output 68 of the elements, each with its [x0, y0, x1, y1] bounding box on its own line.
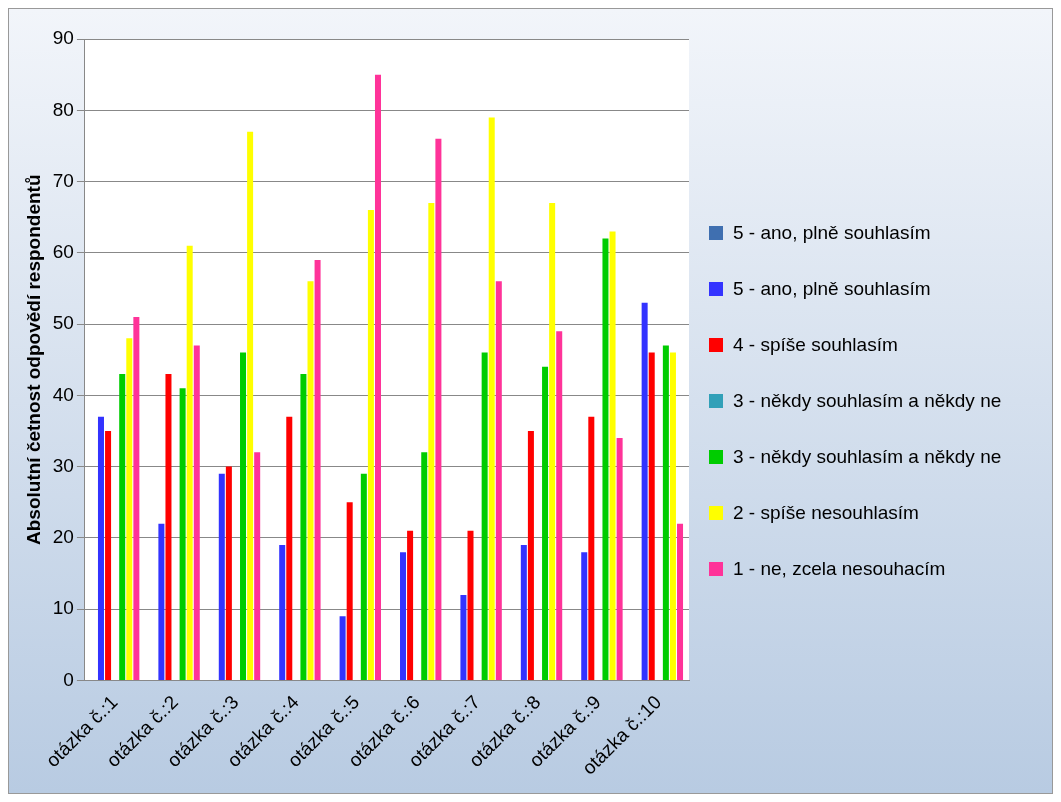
y-tick-label: 10	[52, 597, 74, 619]
bar	[421, 452, 428, 680]
y-axis-title: Absolutní četnost odpovědí respondentů	[22, 174, 44, 545]
y-tick-label: 60	[52, 241, 74, 263]
bar	[662, 345, 669, 680]
bar	[488, 117, 495, 680]
bar	[307, 281, 314, 680]
bar	[549, 202, 556, 680]
y-tick-label: 30	[52, 454, 74, 476]
bar	[460, 594, 467, 680]
bar	[254, 452, 261, 680]
bar	[641, 302, 648, 680]
y-tick-label: 90	[52, 27, 74, 49]
y-tick-label: 0	[63, 668, 74, 690]
y-tick-label: 70	[52, 169, 74, 191]
bar	[193, 345, 200, 680]
bar	[481, 352, 488, 680]
bar	[467, 530, 474, 680]
bar	[133, 316, 140, 680]
bar	[542, 366, 549, 680]
bar	[97, 416, 104, 680]
y-tick-label: 20	[52, 526, 74, 548]
bar	[119, 373, 126, 680]
bar	[225, 466, 232, 680]
bar	[648, 352, 655, 680]
bar	[669, 352, 676, 680]
bar	[520, 545, 527, 680]
legend-label: 1 - ne, zcela nesouhacím	[733, 557, 946, 581]
legend-label: 5 - ano, plně souhlasím	[733, 221, 931, 245]
bar	[556, 331, 563, 680]
legend-label: 3 - někdy souhlasím a někdy ne	[733, 445, 1002, 469]
bar	[374, 74, 381, 680]
bar	[300, 373, 307, 680]
bar	[218, 473, 225, 680]
bar	[186, 245, 193, 680]
bar	[165, 373, 172, 680]
bar	[346, 502, 353, 680]
legend-label: 2 - spíše nesouhlasím	[733, 501, 919, 525]
bar	[158, 523, 165, 680]
legend-label: 3 - někdy souhlasím a někdy ne	[733, 389, 1002, 413]
bar	[435, 138, 442, 680]
y-tick-label: 40	[52, 383, 74, 405]
bar	[286, 416, 293, 680]
bar	[367, 210, 374, 680]
bar	[247, 131, 254, 680]
bar	[527, 430, 534, 680]
bar	[314, 259, 321, 680]
bar	[400, 552, 407, 680]
bar	[602, 238, 609, 680]
bar	[407, 530, 414, 680]
y-tick-label: 80	[52, 98, 74, 120]
bar	[339, 616, 346, 680]
y-tick-label: 50	[52, 312, 74, 334]
legend-label: 4 - spíše souhlasím	[733, 333, 898, 357]
bar	[105, 430, 112, 680]
bar	[609, 231, 616, 680]
bar	[126, 338, 133, 680]
bar	[428, 202, 435, 680]
bar	[360, 473, 367, 680]
legend-label: 5 - ano, plně souhlasím	[733, 277, 931, 301]
bar	[677, 523, 684, 680]
bar	[581, 552, 588, 680]
bar	[616, 438, 623, 680]
bar	[588, 416, 595, 680]
bar	[495, 281, 502, 680]
bar	[240, 352, 247, 680]
bar	[179, 388, 186, 680]
bar	[279, 545, 286, 680]
